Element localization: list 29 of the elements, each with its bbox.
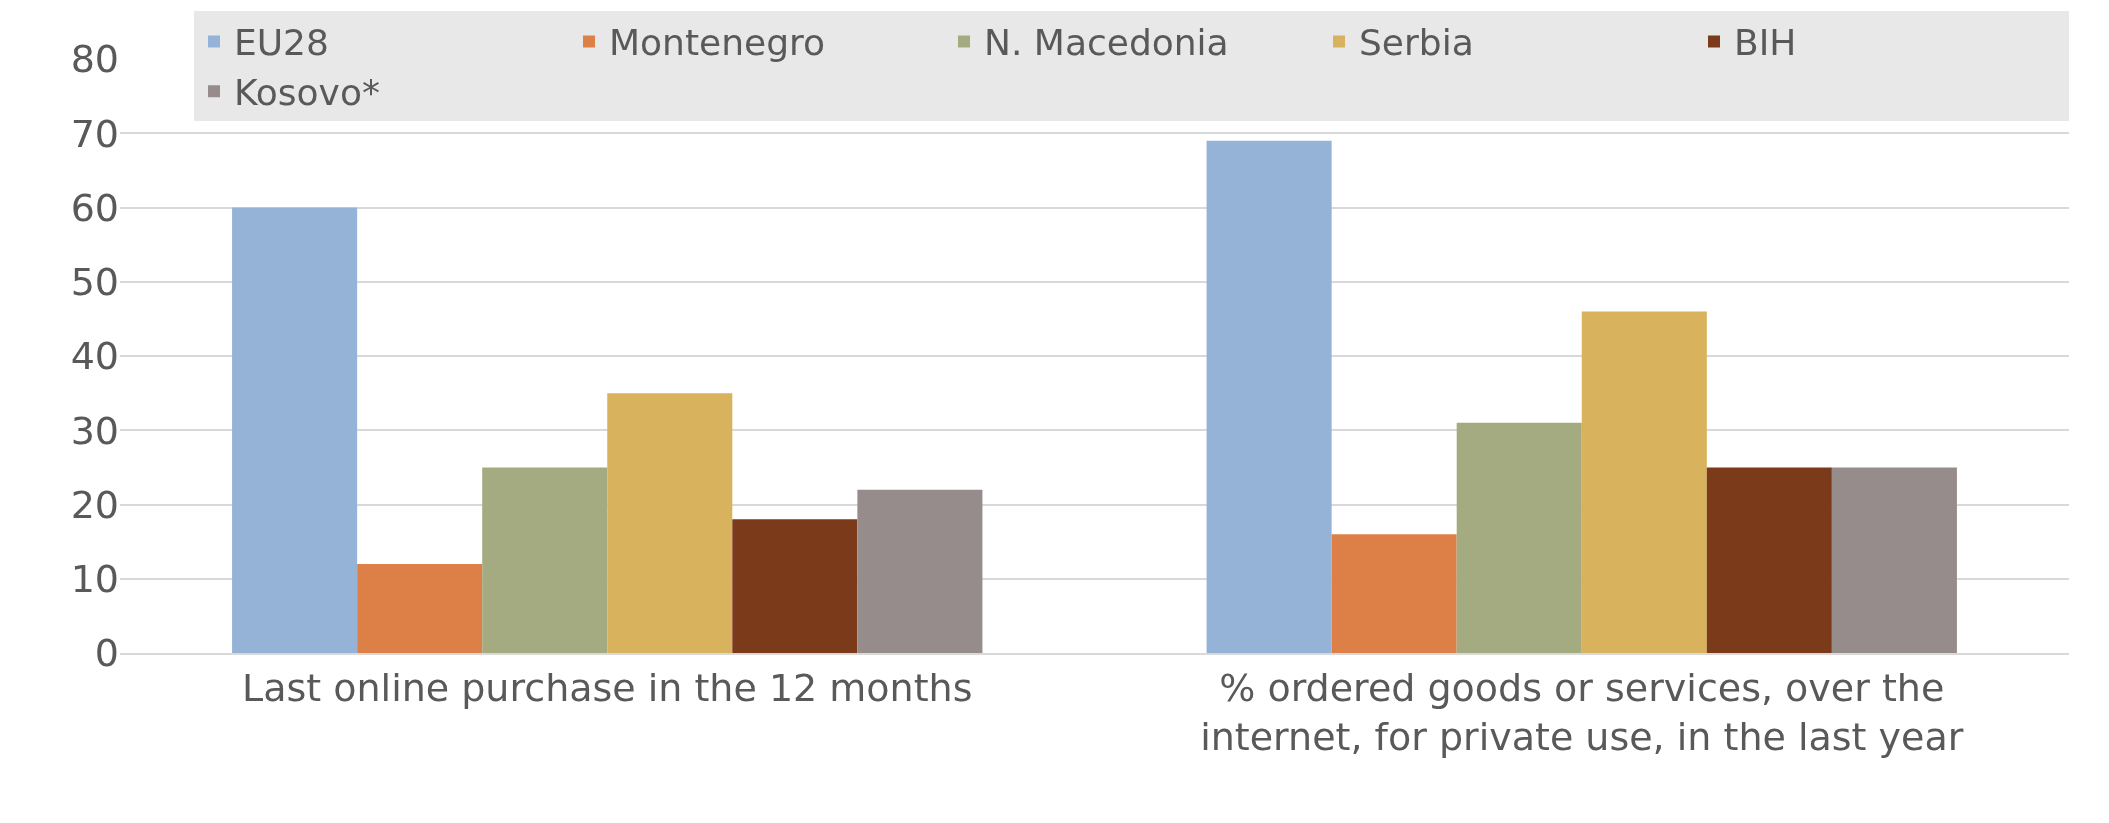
legend-label: N. Macedonia bbox=[984, 22, 1229, 64]
legend-label: Kosovo* bbox=[234, 72, 380, 114]
bar bbox=[1831, 467, 1957, 653]
bar bbox=[1456, 422, 1582, 653]
bar bbox=[1206, 140, 1332, 653]
legend-label: Serbia bbox=[1359, 22, 1474, 64]
bar bbox=[482, 467, 608, 653]
bar bbox=[357, 563, 483, 653]
y-tick-label: 20 bbox=[70, 482, 119, 527]
y-tick-label: 30 bbox=[70, 408, 119, 453]
bar bbox=[1581, 311, 1707, 653]
bar bbox=[1331, 534, 1457, 653]
legend-label: EU28 bbox=[234, 22, 329, 64]
y-tick-label: 80 bbox=[70, 37, 119, 82]
legend-label: BIH bbox=[1734, 22, 1797, 64]
y-tick-label: 0 bbox=[94, 631, 119, 676]
x-tick-label: % ordered goods or services, over the internet, for private use, in the last year bbox=[1200, 665, 1964, 759]
legend-label: Montenegro bbox=[609, 22, 826, 64]
bar bbox=[857, 489, 983, 653]
x-tick-label: Last online purchase in the 12 months bbox=[242, 665, 973, 710]
y-tick-label: 70 bbox=[70, 111, 119, 156]
bar bbox=[732, 519, 858, 653]
y-tick-label: 10 bbox=[70, 557, 119, 602]
y-tick-label: 40 bbox=[70, 334, 119, 379]
bar bbox=[232, 207, 358, 653]
bar bbox=[1706, 467, 1832, 653]
y-tick-label: 60 bbox=[70, 185, 119, 230]
bar bbox=[607, 393, 733, 653]
y-tick-label: 50 bbox=[70, 260, 119, 305]
